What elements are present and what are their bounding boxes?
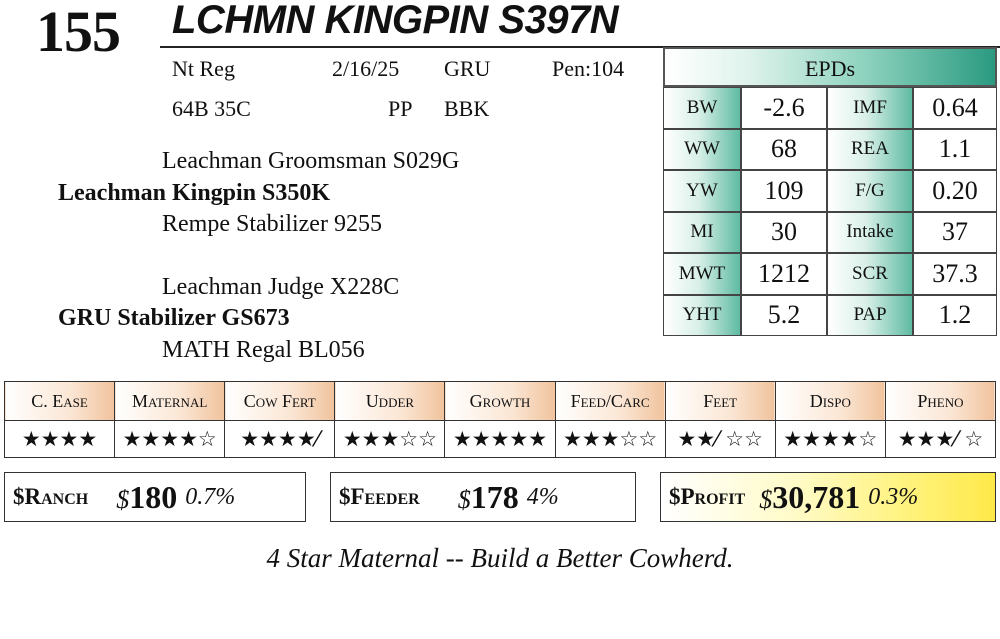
epd-label: MWT bbox=[663, 253, 741, 295]
trait-header-feet: Feet bbox=[664, 381, 776, 421]
epd-label: YHT bbox=[663, 294, 741, 336]
epd-value: 37.3 bbox=[913, 253, 997, 295]
ranch-index-percentile: 0.7% bbox=[185, 483, 236, 510]
header-divider bbox=[160, 46, 1000, 48]
pedigree-dam-dam: MATH Regal BL056 bbox=[162, 337, 365, 363]
epd-label: PAP bbox=[827, 294, 913, 336]
lot-number: 155 bbox=[36, 0, 121, 64]
ranch-index-box: $Ranch $180 0.7% bbox=[4, 472, 306, 522]
ranch-index-value: $180 bbox=[116, 478, 178, 515]
epd-value: 37 bbox=[913, 211, 997, 253]
epd-value: 0.64 bbox=[913, 87, 997, 129]
feeder-index-label: $Feeder bbox=[339, 484, 420, 509]
star-rating-feed-carcass: ★★★☆☆ bbox=[554, 420, 666, 458]
ranch-index-label: $Ranch bbox=[13, 484, 89, 509]
epd-label: Intake bbox=[827, 211, 913, 253]
trait-header-calving-ease: C. Ease bbox=[3, 381, 116, 421]
feeder-index-value: $178 bbox=[457, 478, 519, 515]
epd-label: IMF bbox=[827, 87, 913, 129]
epd-label: F/G bbox=[827, 170, 913, 212]
epd-label: BW bbox=[663, 87, 741, 129]
feeder-index-box: $Feeder $178 4% bbox=[330, 472, 636, 522]
profit-index-value: $30,781 bbox=[759, 478, 861, 515]
feeder-index-percentile: 4% bbox=[526, 483, 559, 510]
pedigree-dam: GRU Stabilizer GS673 bbox=[58, 305, 290, 331]
animal-name: LCHMN KINGPIN S397N bbox=[172, 0, 619, 42]
trait-rating-table: C. Ease Maternal Cow Fert Udder Growth F… bbox=[3, 381, 997, 458]
epd-value: 5.2 bbox=[741, 294, 827, 336]
trait-header-udder: Udder bbox=[334, 381, 446, 421]
epd-value: 109 bbox=[741, 170, 827, 212]
epd-value: 1.1 bbox=[913, 128, 997, 170]
epd-label: SCR bbox=[827, 253, 913, 295]
profit-index-label: $Profit bbox=[669, 484, 746, 509]
trait-header-disposition: Dispo bbox=[774, 381, 886, 421]
epd-label: YW bbox=[663, 170, 741, 212]
trait-header-phenotype: Pheno bbox=[884, 381, 997, 421]
polled-status: PP bbox=[388, 96, 413, 121]
star-rating-calving-ease: ★★★★ bbox=[3, 420, 116, 458]
coat-color: BBK bbox=[444, 96, 490, 121]
epd-value: 68 bbox=[741, 128, 827, 170]
epd-table: EPDs BW -2.6 IMF 0.64 WW 68 REA 1.1 YW 1… bbox=[663, 47, 997, 336]
pen-number: Pen:104 bbox=[552, 56, 625, 81]
trait-header-maternal: Maternal bbox=[114, 381, 226, 421]
pedigree-sire: Leachman Kingpin S350K bbox=[58, 180, 331, 206]
breeder-code: GRU bbox=[444, 56, 491, 81]
epd-table-title: EPDs bbox=[663, 47, 997, 87]
registration-status: Nt Reg bbox=[172, 56, 235, 81]
star-rating-phenotype: ★★★⁄ ☆ bbox=[884, 420, 997, 458]
epd-label: WW bbox=[663, 128, 741, 170]
star-rating-maternal: ★★★★☆ bbox=[114, 420, 226, 458]
star-rating-feet: ★★⁄ ☆☆ bbox=[664, 420, 776, 458]
epd-label: REA bbox=[827, 128, 913, 170]
pedigree-dam-sire: Leachman Judge X228C bbox=[162, 274, 400, 300]
breed-composition: 64B 35C bbox=[172, 96, 251, 121]
trait-header-growth: Growth bbox=[444, 381, 556, 421]
star-rating-udder: ★★★☆☆ bbox=[334, 420, 446, 458]
star-rating-cow-fertility: ★★★★⁄ bbox=[224, 420, 336, 458]
trait-header-cow-fertility: Cow Fert bbox=[224, 381, 336, 421]
pedigree-sire-dam: Rempe Stabilizer 9255 bbox=[162, 211, 382, 237]
epd-label: MI bbox=[663, 211, 741, 253]
profit-index-box: $Profit $30,781 0.3% bbox=[660, 472, 996, 522]
profit-index-percentile: 0.3% bbox=[868, 483, 919, 510]
star-rating-disposition: ★★★★☆ bbox=[774, 420, 886, 458]
epd-value: 30 bbox=[741, 211, 827, 253]
trait-header-feed-carcass: Feed/Carc bbox=[554, 381, 666, 421]
pedigree-sire-sire: Leachman Groomsman S029G bbox=[162, 148, 460, 174]
epd-value: 1.2 bbox=[913, 294, 997, 336]
star-rating-growth: ★★★★★ bbox=[444, 420, 556, 458]
tagline: 4 Star Maternal -- Build a Better Cowher… bbox=[266, 543, 734, 573]
epd-value: 0.20 bbox=[913, 170, 997, 212]
birth-date: 2/16/25 bbox=[332, 56, 400, 81]
epd-value: 1212 bbox=[741, 253, 827, 295]
epd-value: -2.6 bbox=[741, 87, 827, 129]
